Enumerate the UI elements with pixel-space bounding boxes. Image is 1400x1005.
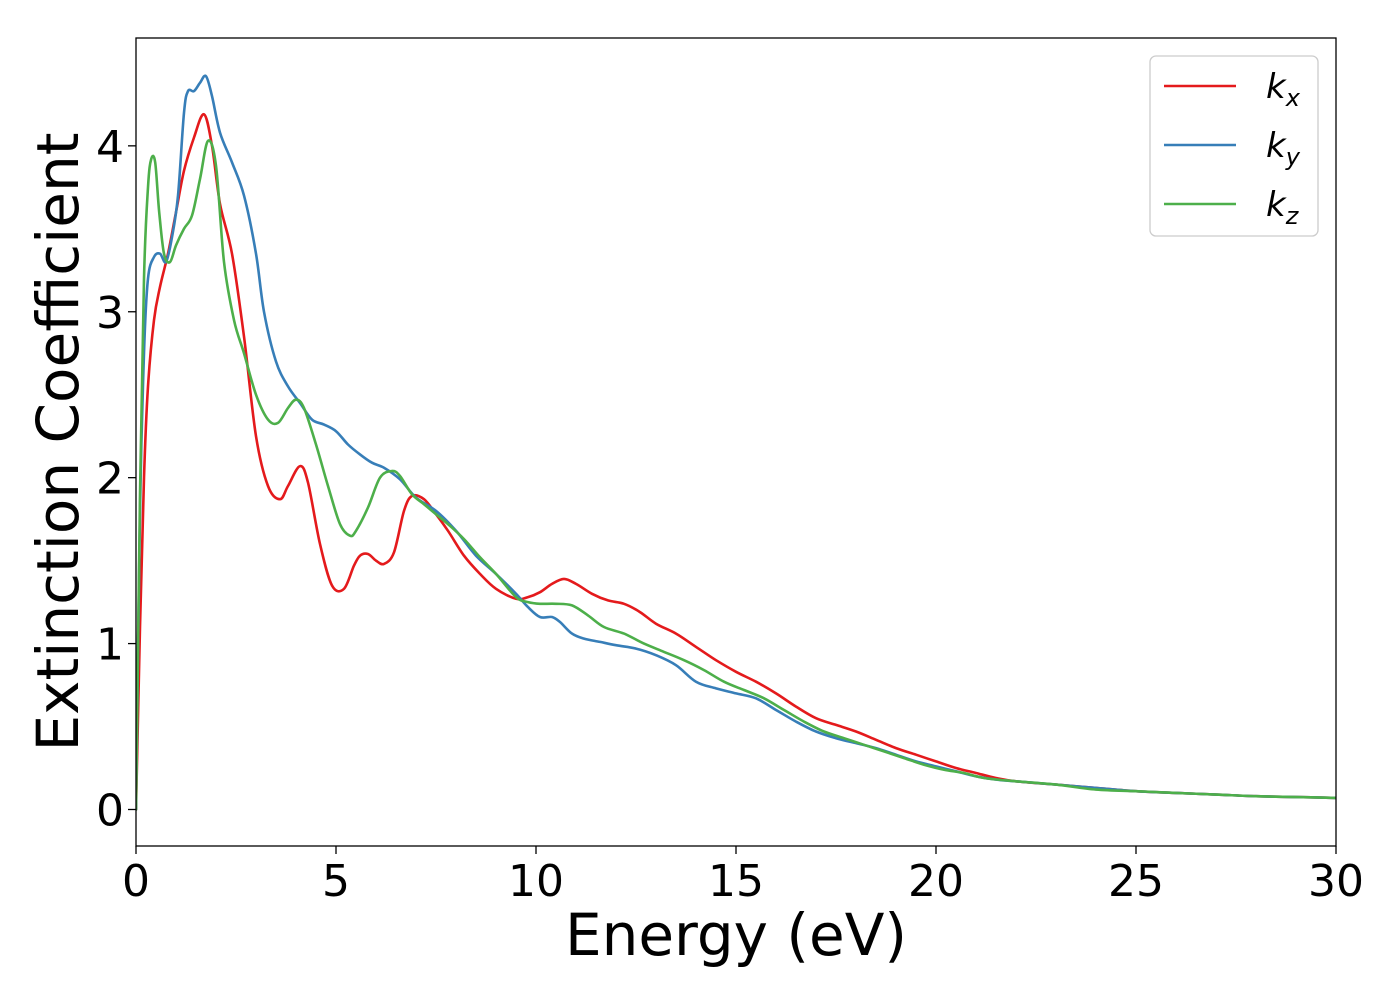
y-tick-label: 3 <box>96 288 124 339</box>
y-axis-label: Extinction Coefficient <box>24 133 92 752</box>
y-tick-label: 4 <box>96 122 124 173</box>
x-tick-label: 25 <box>1108 856 1164 907</box>
series-group <box>136 74 1336 811</box>
x-axis-label: Energy (eV) <box>565 901 907 969</box>
legend-label: kz <box>1266 185 1300 230</box>
x-tick-label: 30 <box>1308 856 1364 907</box>
y-axis: 0 1 2 3 4 <box>96 122 136 836</box>
y-tick-label: 1 <box>96 620 124 671</box>
legend-item-kx[interactable]: kx <box>1164 67 1301 112</box>
legend[interactable]: kx ky kz <box>1149 55 1319 237</box>
legend-item-ky[interactable]: ky <box>1164 126 1301 171</box>
y-tick-label: 2 <box>96 454 124 505</box>
legend-label: kx <box>1266 67 1301 112</box>
x-tick-label: 10 <box>508 856 564 907</box>
series-line-kz <box>136 139 1336 811</box>
legend-label: ky <box>1266 126 1301 171</box>
plot-layer <box>135 37 1337 847</box>
legend-item-kz[interactable]: kz <box>1164 185 1300 230</box>
x-tick-label: 0 <box>122 856 150 907</box>
x-axis: 0 5 10 15 20 25 30 <box>122 846 1364 907</box>
x-tick-label: 15 <box>708 856 764 907</box>
y-tick-label: 0 <box>96 785 124 836</box>
x-tick-label: 5 <box>322 856 350 907</box>
x-tick-label: 20 <box>908 856 964 907</box>
